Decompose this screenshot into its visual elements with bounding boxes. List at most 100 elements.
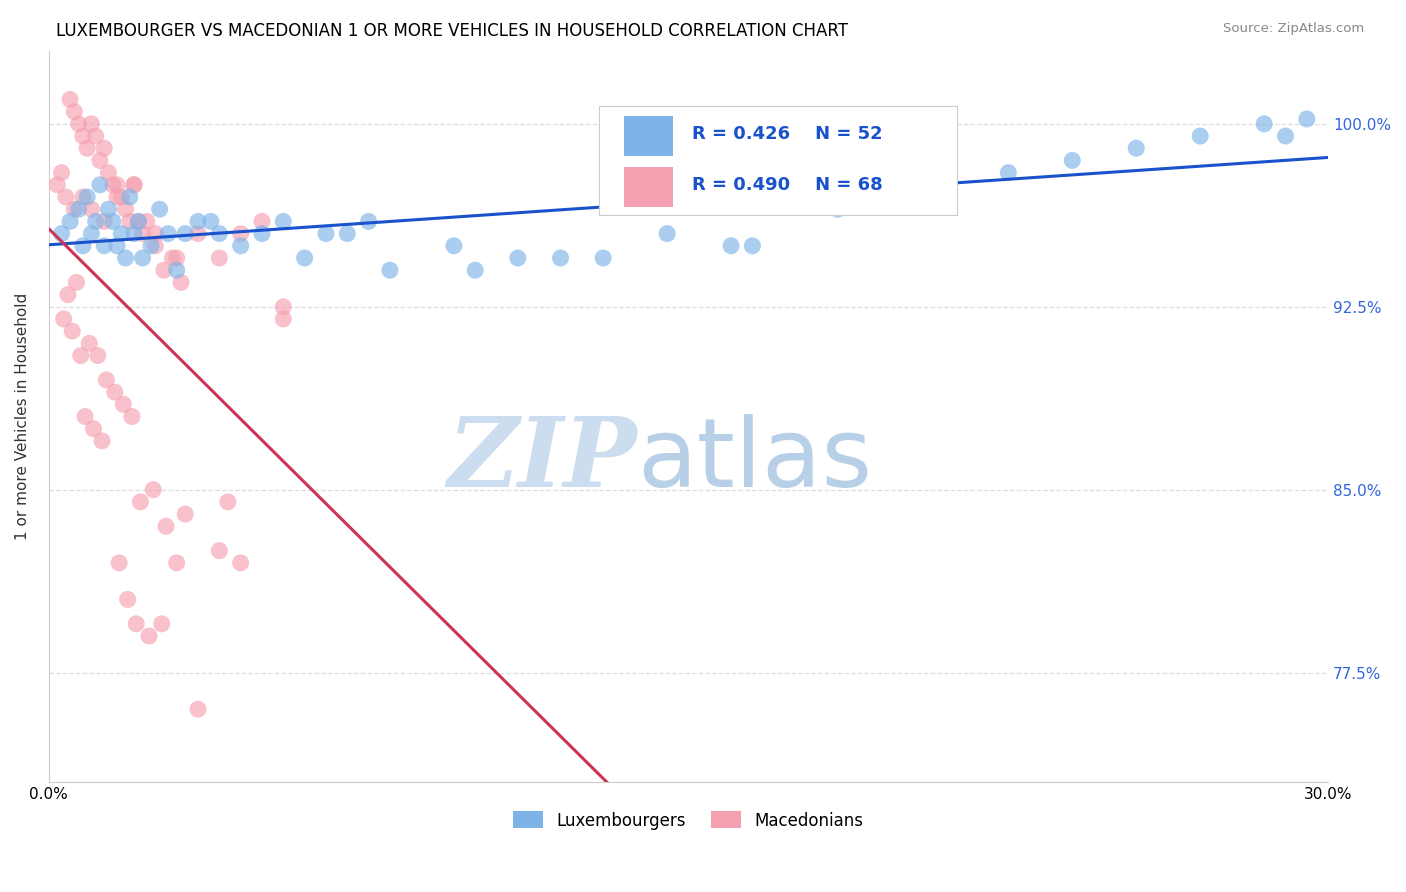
Point [108, 556, 131, 570]
Point [131, 227, 153, 241]
Point [46, 178, 69, 192]
Point [127, 214, 149, 228]
Text: R = 0.426    N = 52: R = 0.426 N = 52 [692, 125, 883, 144]
Point [208, 227, 231, 241]
Point [60, 324, 83, 338]
Point [67, 117, 90, 131]
Point [110, 227, 132, 241]
Bar [624, 116, 673, 156]
Point [139, 239, 162, 253]
Point [145, 227, 167, 241]
Text: atlas: atlas [637, 414, 872, 507]
Point [294, 251, 316, 265]
Point [96, 373, 118, 387]
Point [357, 214, 380, 228]
Point [101, 178, 124, 192]
Point [59, 93, 82, 107]
Point [187, 702, 209, 716]
Point [1189, 129, 1212, 144]
Point [112, 397, 135, 411]
Point [464, 263, 486, 277]
Point [93, 239, 115, 253]
Point [73, 409, 96, 424]
Text: R = 0.490    N = 68: R = 0.490 N = 68 [692, 177, 883, 194]
Point [208, 543, 231, 558]
Point [105, 239, 128, 253]
Point [162, 251, 184, 265]
Point [89, 178, 111, 192]
Point [997, 166, 1019, 180]
Point [217, 495, 239, 509]
Point [378, 263, 401, 277]
Point [105, 190, 128, 204]
Point [174, 507, 197, 521]
Point [122, 227, 145, 241]
Point [89, 153, 111, 168]
Point [170, 276, 193, 290]
Point [72, 190, 94, 204]
Point [121, 409, 143, 424]
Point [76, 190, 98, 204]
Point [1274, 129, 1296, 144]
Point [117, 592, 139, 607]
Point [72, 239, 94, 253]
Point [187, 214, 209, 228]
Point [118, 190, 141, 204]
Point [506, 251, 529, 265]
Point [84, 214, 107, 228]
Point [208, 251, 231, 265]
Point [271, 214, 294, 228]
Point [1125, 141, 1147, 155]
Point [890, 153, 912, 168]
Point [97, 202, 120, 217]
Point [741, 239, 763, 253]
Point [250, 227, 273, 241]
Point [125, 616, 148, 631]
Point [187, 227, 209, 241]
Point [145, 239, 167, 253]
Point [157, 227, 180, 241]
Point [720, 239, 742, 253]
Point [271, 312, 294, 326]
Point [827, 202, 849, 217]
Point [83, 422, 105, 436]
Point [55, 190, 77, 204]
Bar [624, 167, 673, 208]
Point [84, 129, 107, 144]
Point [1253, 117, 1275, 131]
Text: Source: ZipAtlas.com: Source: ZipAtlas.com [1223, 22, 1364, 36]
Point [52, 312, 75, 326]
Point [101, 214, 124, 228]
Point [315, 227, 337, 241]
Point [1062, 153, 1084, 168]
Point [229, 556, 252, 570]
Point [131, 251, 153, 265]
Point [166, 263, 188, 277]
Point [77, 336, 100, 351]
Point [65, 276, 87, 290]
Point [166, 251, 188, 265]
Point [166, 556, 188, 570]
Point [153, 263, 176, 277]
Text: ZIP: ZIP [447, 413, 637, 508]
Point [80, 202, 103, 217]
Point [592, 251, 614, 265]
Point [93, 141, 115, 155]
Point [806, 190, 828, 204]
Point [114, 202, 136, 217]
Point [550, 251, 572, 265]
Point [51, 227, 73, 241]
Point [149, 202, 172, 217]
Point [80, 117, 103, 131]
Point [51, 166, 73, 180]
Point [93, 214, 115, 228]
Point [229, 239, 252, 253]
Point [63, 104, 86, 119]
Y-axis label: 1 or more Vehicles in Household: 1 or more Vehicles in Household [15, 293, 30, 541]
Point [56, 287, 79, 301]
Point [59, 214, 82, 228]
Point [200, 214, 222, 228]
Point [129, 495, 152, 509]
Point [110, 190, 132, 204]
Point [174, 227, 197, 241]
